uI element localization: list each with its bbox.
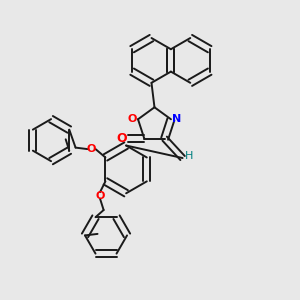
Text: O: O — [86, 144, 96, 154]
Text: N: N — [172, 114, 181, 124]
Text: O: O — [116, 132, 127, 145]
Text: H: H — [185, 151, 193, 161]
Text: O: O — [95, 191, 105, 201]
Text: O: O — [128, 114, 137, 124]
